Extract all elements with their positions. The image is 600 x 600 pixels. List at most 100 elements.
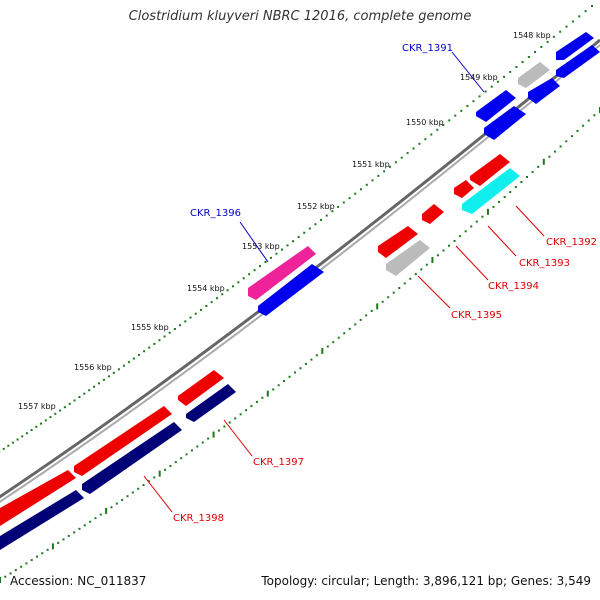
minor-tick: [14, 569, 17, 572]
gene-label-ckr-1394[interactable]: CKR_1394: [488, 281, 539, 292]
gene-arrow[interactable]: [556, 32, 594, 60]
minor-tick: [503, 75, 506, 78]
minor-tick: [498, 200, 501, 203]
minor-tick: [261, 396, 264, 399]
gene-arrow[interactable]: [462, 168, 520, 214]
minor-tick: [30, 559, 33, 562]
gene-arrow[interactable]: [556, 45, 600, 78]
minor-tick: [331, 210, 334, 213]
minor-tick: [414, 273, 417, 276]
callout-line: [451, 51, 485, 93]
minor-tick: [280, 248, 283, 251]
gene-arrow[interactable]: [518, 62, 550, 88]
minor-tick: [99, 513, 102, 516]
minor-tick: [496, 80, 499, 83]
gene-arrow[interactable]: [484, 106, 526, 140]
gene-arrow[interactable]: [258, 264, 324, 316]
minor-tick: [383, 170, 386, 173]
minor-tick: [342, 201, 345, 204]
major-tick: [266, 390, 269, 397]
minor-tick: [454, 114, 457, 117]
minor-tick: [131, 491, 134, 494]
gene-arrow[interactable]: [470, 154, 510, 186]
minor-tick: [190, 449, 193, 452]
minor-tick: [102, 378, 105, 381]
minor-tick: [231, 285, 234, 288]
minor-tick: [201, 441, 204, 444]
minor-tick: [531, 170, 534, 173]
minor-tick: [67, 534, 70, 537]
minor-tick: [591, 5, 593, 7]
gene-arrow[interactable]: [386, 240, 430, 276]
minor-tick: [40, 422, 43, 425]
gene-label-ckr-1392[interactable]: CKR_1392: [546, 237, 597, 248]
minor-tick: [207, 437, 210, 440]
inner-tick-ring: [0, 107, 600, 583]
minor-tick: [73, 531, 76, 534]
minor-tick: [147, 480, 150, 483]
callout-line: [239, 221, 269, 263]
minor-tick: [234, 417, 237, 420]
minor-tick: [112, 371, 115, 374]
minor-tick: [559, 30, 562, 33]
minor-tick: [137, 487, 140, 490]
gene-arrow[interactable]: [0, 490, 84, 550]
gene-arrow[interactable]: [422, 204, 444, 224]
gene-arrow[interactable]: [0, 470, 76, 526]
gene-arrow[interactable]: [476, 90, 516, 122]
minor-tick: [242, 277, 245, 280]
minor-tick: [484, 90, 487, 93]
minor-tick: [388, 165, 391, 168]
minor-tick: [277, 384, 280, 387]
minor-tick: [354, 323, 357, 326]
gene-arrow[interactable]: [378, 226, 418, 258]
minor-tick: [164, 468, 167, 471]
minor-tick: [315, 354, 318, 357]
minor-tick: [370, 309, 373, 312]
minor-tick: [44, 419, 47, 422]
gene-arrow[interactable]: [186, 384, 236, 422]
major-tick: [0, 577, 1, 583]
gene-arrow[interactable]: [178, 370, 224, 406]
gene-arrow[interactable]: [82, 422, 182, 494]
minor-tick: [570, 135, 573, 138]
minor-tick: [98, 382, 101, 385]
gene-label-ckr-1391[interactable]: CKR_1391: [402, 43, 453, 54]
minor-tick: [299, 367, 302, 370]
minor-tick: [259, 265, 262, 268]
gene-label-ckr-1398[interactable]: CKR_1398: [173, 513, 224, 524]
minor-tick: [63, 406, 66, 409]
gene-label-ckr-1396[interactable]: CKR_1396: [190, 208, 241, 219]
gene-arrow[interactable]: [454, 180, 474, 198]
kbp-label: 1554 kbp: [187, 284, 225, 293]
minor-tick: [205, 305, 208, 307]
minor-tick: [163, 335, 166, 338]
gene-arrow[interactable]: [528, 78, 560, 104]
minor-tick: [250, 405, 253, 408]
minor-tick: [126, 495, 129, 498]
minor-tick: [565, 140, 568, 143]
minor-tick: [337, 205, 340, 208]
gene-arrow[interactable]: [248, 246, 316, 300]
minor-tick: [83, 524, 86, 527]
gene-arrow[interactable]: [74, 406, 172, 476]
minor-tick: [35, 555, 38, 558]
minor-tick: [310, 358, 313, 361]
minor-tick: [359, 188, 362, 191]
callout-line: [455, 245, 489, 281]
minor-tick: [115, 502, 118, 505]
minor-tick: [406, 152, 409, 155]
gene-label-ckr-1397[interactable]: CKR_1397: [253, 457, 304, 468]
minor-tick: [78, 527, 81, 530]
minor-tick: [403, 282, 406, 285]
major-tick: [486, 208, 489, 215]
minor-tick: [264, 261, 267, 263]
minor-tick: [308, 227, 311, 230]
minor-tick: [269, 256, 272, 259]
minor-tick: [514, 186, 517, 189]
minor-tick: [255, 400, 258, 403]
minor-tick: [354, 192, 357, 195]
gene-label-ckr-1393[interactable]: CKR_1393: [519, 258, 570, 269]
gene-label-ckr-1395[interactable]: CKR_1395: [451, 310, 502, 321]
